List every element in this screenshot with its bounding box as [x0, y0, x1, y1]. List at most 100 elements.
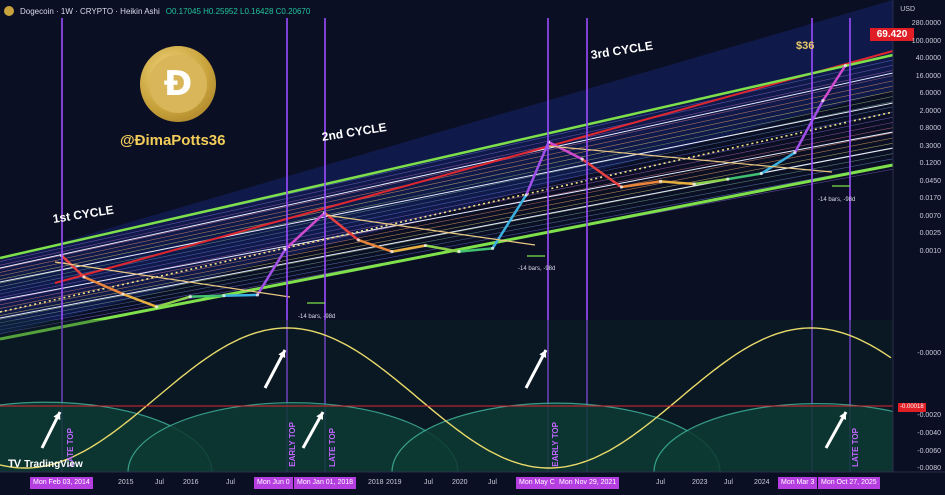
date-highlight: Mon Mar 3: [778, 477, 818, 489]
oscillator-axis-label: -0.0040: [917, 430, 941, 437]
oscillator-value-tag: -0.00018: [898, 403, 926, 412]
price-axis-label: 0.0025: [919, 230, 941, 237]
price-segment: [660, 180, 695, 186]
price-point: [491, 246, 495, 250]
fan-line: [0, 142, 894, 316]
marker-early-top-1: EARLY TOP: [288, 422, 297, 467]
price-axis-label: 0.0010: [919, 247, 941, 255]
price-segment: [621, 180, 661, 189]
fan-line: [0, 90, 894, 280]
price-segment: [693, 177, 728, 186]
price-point: [423, 243, 428, 248]
dogecoin-logo: Ð: [140, 46, 216, 122]
price-point: [759, 171, 763, 176]
price-point: [821, 99, 825, 103]
dogecoin-icon: [4, 6, 14, 16]
price-point: [457, 249, 461, 254]
price-segment: [284, 211, 326, 251]
time-axis-label: Jul: [488, 479, 497, 486]
price-segment: [425, 244, 460, 253]
price-segment: [156, 295, 191, 309]
date-highlight: Mon Jun 0: [254, 477, 293, 489]
arrow-head: [316, 412, 323, 420]
price-axis-label: 0.8000: [919, 125, 941, 132]
marker-late-top-3: LATE TOP: [851, 428, 860, 467]
oscillator-axis-label: -0.0060: [917, 448, 941, 455]
price-axis-label: 16.0000: [915, 72, 941, 80]
arrow-head: [539, 350, 547, 358]
price-axis-label: 40.0000: [915, 55, 941, 62]
white-arrow: [263, 349, 287, 389]
date-highlight: Mon Oct 27, 2025: [818, 477, 880, 489]
fan-line: [0, 70, 894, 266]
price-segment: [60, 254, 85, 278]
channel-green-lower: [0, 163, 894, 341]
price-point: [222, 294, 226, 298]
white-arrow: [524, 349, 548, 389]
bar-note-2: -14 bars, -98d: [518, 266, 556, 272]
bar-note-3: -14 bars, -98d: [818, 197, 856, 203]
tradingview-branding[interactable]: TV TradingView: [8, 458, 83, 470]
fan-line: [0, 153, 894, 324]
channel-red-line: [54, 50, 894, 284]
fan-line: [0, 64, 894, 262]
price-point: [155, 305, 159, 309]
current-price-tag: 69.420: [870, 28, 914, 41]
price-point: [726, 177, 730, 181]
date-highlight: Mon May C: [516, 477, 558, 489]
chart-header: Dogecoin · 1W · CRYPTO · Heikin Ashi O0.…: [4, 3, 310, 19]
currency-label: USD: [900, 6, 915, 13]
time-axis-label: Jul: [724, 479, 733, 486]
downtrend-line: [324, 214, 536, 246]
price-point: [692, 182, 696, 186]
downtrend-line: [547, 145, 833, 173]
price-segment: [793, 100, 825, 154]
fan-line: [0, 80, 894, 273]
time-axis-label: 2023: [692, 479, 708, 486]
price-axis-label: 2.0000: [919, 107, 941, 115]
price-segment: [357, 238, 393, 253]
price-segment: [548, 140, 583, 161]
fan-line: [0, 111, 894, 295]
channel-white-line: [0, 102, 894, 283]
price-point: [793, 150, 797, 155]
fan-line: [0, 122, 894, 302]
arrow-head: [53, 412, 61, 420]
price-point: [390, 249, 394, 254]
price-axis-label: 280.0000: [911, 20, 941, 27]
time-axis-label: 2018: [368, 479, 384, 486]
price-axis-label: 100.0000: [911, 37, 941, 45]
price-axis-label: 0.0070: [919, 212, 941, 220]
channel-white-line: [0, 72, 894, 269]
marker-late-top-2: LATE TOP: [328, 428, 337, 467]
fan-line: [0, 163, 894, 331]
time-axis-label: Jul: [155, 479, 164, 486]
time-axis-label: Jul: [424, 479, 433, 486]
sine-wave: [0, 327, 892, 469]
bar-note-1: -14 bars, -98d: [298, 314, 336, 320]
price-segment: [391, 244, 426, 253]
date-highlight: Mon Jan 01, 2018: [294, 477, 357, 489]
ohlc-values: O0.17045 H0.25952 L0.16428 C0.20670: [165, 6, 311, 16]
fan-line: [0, 75, 894, 270]
price-axis-label: 6.0000: [919, 90, 941, 97]
oscillator-axis-label: -0.0080: [917, 465, 941, 472]
price-segment: [821, 64, 847, 102]
author-handle: @ĐimaPotts36: [120, 132, 226, 149]
price-segment: [727, 172, 762, 181]
time-axis-label: 2019: [386, 479, 402, 486]
downtrend-line: [54, 261, 291, 298]
date-highlight: Mon Feb 03, 2014: [30, 477, 93, 489]
time-axis-label: 2020: [452, 479, 468, 486]
symbol-title: Dogecoin · 1W · CRYPTO · Heikin Ashi: [20, 6, 160, 16]
price-point: [524, 193, 528, 197]
price-axis-panel: [893, 0, 945, 495]
price-point: [843, 64, 847, 68]
fan-line: [0, 116, 894, 298]
price-point: [188, 294, 192, 299]
date-highlight: Mon Nov 29, 2021: [556, 477, 620, 489]
price-segment: [525, 141, 550, 196]
price-segment: [458, 247, 493, 253]
price-point: [658, 179, 663, 184]
